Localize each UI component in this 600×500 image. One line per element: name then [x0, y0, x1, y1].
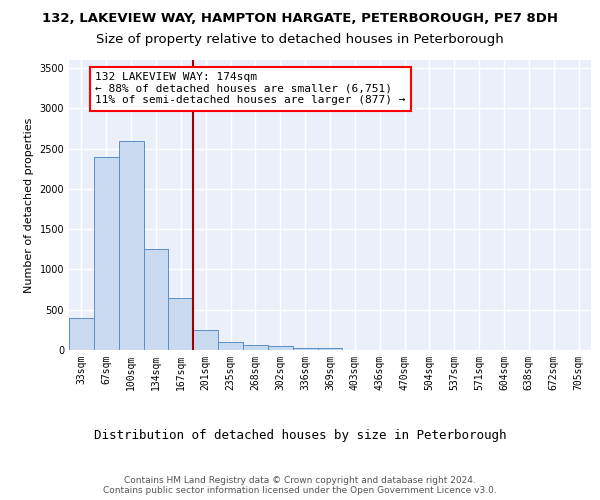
Bar: [94, 156, 119, 350]
Bar: [119, 140, 143, 350]
Text: Distribution of detached houses by size in Peterborough: Distribution of detached houses by size …: [94, 430, 506, 442]
Bar: [143, 250, 169, 350]
Text: 132, LAKEVIEW WAY, HAMPTON HARGATE, PETERBOROUGH, PE7 8DH: 132, LAKEVIEW WAY, HAMPTON HARGATE, PETE…: [42, 12, 558, 26]
Bar: [193, 330, 218, 350]
Bar: [243, 345, 268, 350]
Text: Contains HM Land Registry data © Crown copyright and database right 2024.
Contai: Contains HM Land Registry data © Crown c…: [103, 476, 497, 495]
Text: Size of property relative to detached houses in Peterborough: Size of property relative to detached ho…: [96, 32, 504, 46]
Bar: [268, 346, 293, 350]
Bar: [293, 348, 317, 350]
Bar: [169, 298, 193, 350]
Bar: [69, 318, 94, 350]
Bar: [317, 348, 343, 350]
Text: 132 LAKEVIEW WAY: 174sqm
← 88% of detached houses are smaller (6,751)
11% of sem: 132 LAKEVIEW WAY: 174sqm ← 88% of detach…: [95, 72, 406, 106]
Bar: [218, 342, 243, 350]
Y-axis label: Number of detached properties: Number of detached properties: [24, 118, 34, 292]
